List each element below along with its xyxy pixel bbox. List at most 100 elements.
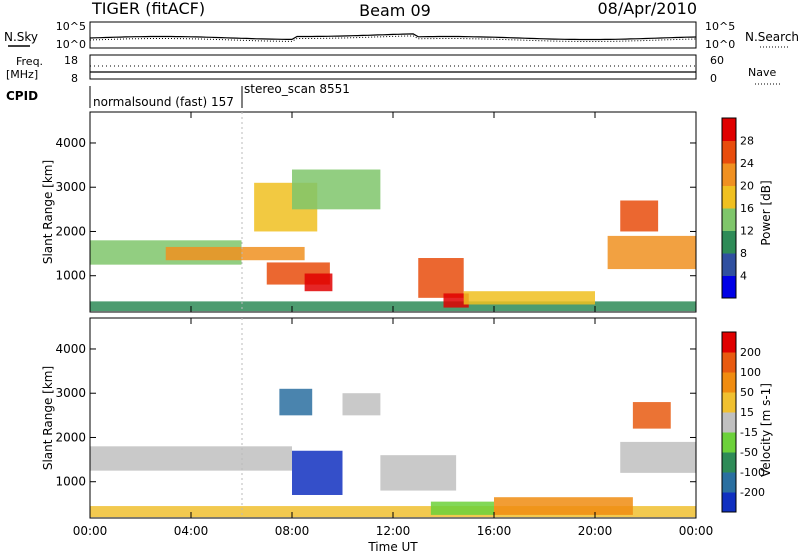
- cb-vel-tick-1: 100: [740, 366, 761, 379]
- nave-tick-high: 60: [710, 54, 724, 67]
- x-tick-labels: 00:00 04:00 08:00 12:00 16:00 20:00 00:00: [73, 524, 714, 538]
- power-panel: 1000 2000 3000 4000 Slant Range [km]: [41, 111, 697, 313]
- vel-scatter-region-8: [620, 441, 696, 473]
- cb-power-tick-4: 12: [740, 225, 754, 238]
- power-ylabel: Slant Range [km]: [41, 160, 55, 264]
- cpid-segment-2: stereo_scan 8551: [244, 82, 350, 96]
- cb-power-swatch-2: [722, 230, 736, 254]
- power-colorbar: 28 24 20 16 12 8 4: [721, 117, 754, 299]
- cb-vel-swatch-1: [722, 472, 736, 493]
- cb-vel-tick-2: 50: [740, 386, 754, 399]
- cb-vel-swatch-5: [722, 392, 736, 413]
- velocity-ylabel: Slant Range [km]: [41, 366, 55, 470]
- cb-power-swatch-0: [722, 275, 736, 299]
- freq-tick-low: 8: [71, 72, 78, 85]
- cb-power-swatch-7: [722, 118, 736, 141]
- cpid-label: CPID: [6, 89, 38, 103]
- vel-scatter-region-0: [90, 506, 696, 518]
- x-tick-label-1: 04:00: [174, 524, 209, 538]
- freq-label: Freq.: [16, 55, 43, 68]
- x-tick-label-5: 20:00: [578, 524, 613, 538]
- x-axis-label: Time UT: [367, 540, 418, 554]
- cb-vel-tick-5: -50: [740, 446, 758, 459]
- vel-scatter-region-7: [494, 497, 633, 515]
- vel-scatter-region-4: [342, 393, 381, 416]
- cb-power-tick-1: 24: [740, 157, 754, 170]
- cb-vel-swatch-4: [722, 412, 736, 433]
- cb-vel-tick-3: 15: [740, 406, 754, 419]
- velocity-colorbar: 200 100 50 15 -15 -50 -100 -200: [721, 331, 765, 513]
- noise-tick-low-right: 10^0: [705, 38, 735, 51]
- freq-nave-panel: Freq. [MHz] 18 8 60 0 Nave: [6, 54, 780, 85]
- date-label: 08/Apr/2010: [597, 0, 697, 18]
- cpid-segment-1: normalsound (fast) 157: [93, 95, 234, 109]
- power-ytick-label-1000: 1000: [55, 269, 86, 283]
- beam-label: Beam 09: [359, 1, 431, 20]
- noise-tick-high: 10^5: [56, 20, 86, 33]
- vel-scatter-region-6: [430, 501, 494, 515]
- vel-ytick-label-2000: 2000: [55, 430, 86, 444]
- cb-vel-tick-7: -200: [740, 486, 765, 499]
- vel-scatter-region-1: [90, 446, 292, 471]
- power-scatter-region-11: [620, 200, 659, 232]
- cb-vel-swatch-3: [722, 432, 736, 453]
- noise-sky-trace: [89, 33, 697, 41]
- power-ytick-label-3000: 3000: [55, 180, 86, 194]
- cb-power-tick-5: 8: [740, 247, 747, 260]
- vel-scatter-region-9: [632, 402, 671, 429]
- power-scatter-region-8: [443, 293, 469, 308]
- cb-power-frame: [721, 117, 737, 299]
- vel-ytick-label-1000: 1000: [55, 475, 86, 489]
- cpid-panel: CPID normalsound (fast) 157 stereo_scan …: [6, 82, 350, 109]
- velocity-colorbar-label: Velocity [m s-1]: [759, 383, 773, 477]
- x-tick-label-2: 08:00: [275, 524, 310, 538]
- nsky-label: N.Sky: [4, 30, 38, 44]
- x-tick-label-0: 00:00: [73, 524, 108, 538]
- power-colorbar-label: Power [dB]: [759, 180, 773, 245]
- freq-unit: [MHz]: [6, 68, 38, 81]
- noise-tick-high-right: 10^5: [705, 20, 735, 33]
- x-tick-label-6: 00:00: [679, 524, 714, 538]
- power-scatter-region-9: [463, 291, 595, 305]
- power-scatter-region-2: [165, 246, 305, 261]
- cb-vel-tick-4: -15: [740, 426, 758, 439]
- nsearch-label: N.Search: [745, 30, 799, 44]
- cb-vel-swatch-0: [722, 492, 736, 513]
- power-scatter-region-6: [292, 169, 381, 210]
- cb-power-swatch-6: [722, 140, 736, 164]
- cb-power-tick-0: 28: [740, 135, 754, 148]
- noise-search-trace: [89, 35, 697, 42]
- nave-tick-low: 0: [710, 72, 717, 85]
- vel-ytick-label-4000: 4000: [55, 342, 86, 356]
- cb-power-tick-3: 16: [740, 202, 754, 215]
- cb-power-swatch-3: [722, 208, 736, 231]
- cb-power-tick-6: 4: [740, 270, 747, 283]
- vel-scatter-region-2: [292, 450, 343, 495]
- cb-power-swatch-1: [722, 253, 736, 276]
- velocity-panel: 1000 2000 3000 4000 Slant Range [km]: [41, 317, 697, 519]
- cb-vel-tick-6: -100: [740, 466, 765, 479]
- vel-ytick-label-3000: 3000: [55, 386, 86, 400]
- vel-scatter-region-3: [279, 388, 313, 416]
- noise-tick-low: 10^0: [56, 38, 86, 51]
- cb-power-swatch-5: [722, 163, 736, 186]
- vel-scatter-region-5: [380, 455, 457, 491]
- noise-panel: N.Sky N.Search 10^5 10^0 10^5 10^0: [4, 20, 799, 51]
- cb-vel-swatch-7: [722, 352, 736, 373]
- cb-vel-swatch-8: [722, 332, 736, 353]
- cb-vel-swatch-2: [722, 452, 736, 473]
- power-ytick-label-2000: 2000: [55, 224, 86, 238]
- power-scatter-region-10: [607, 235, 696, 270]
- cb-power-swatch-4: [722, 185, 736, 209]
- freq-tick-high: 18: [64, 54, 78, 67]
- power-scatter-region-7: [418, 258, 464, 298]
- x-tick-label-3: 12:00: [376, 524, 411, 538]
- cb-vel-swatch-6: [722, 372, 736, 393]
- nave-label: Nave: [748, 66, 776, 79]
- x-tick-label-4: 16:00: [477, 524, 512, 538]
- power-ytick-label-4000: 4000: [55, 136, 86, 150]
- radar-title: TIGER (fitACF): [91, 0, 205, 18]
- cb-vel-frame: [721, 331, 737, 513]
- cb-power-tick-2: 20: [740, 180, 754, 193]
